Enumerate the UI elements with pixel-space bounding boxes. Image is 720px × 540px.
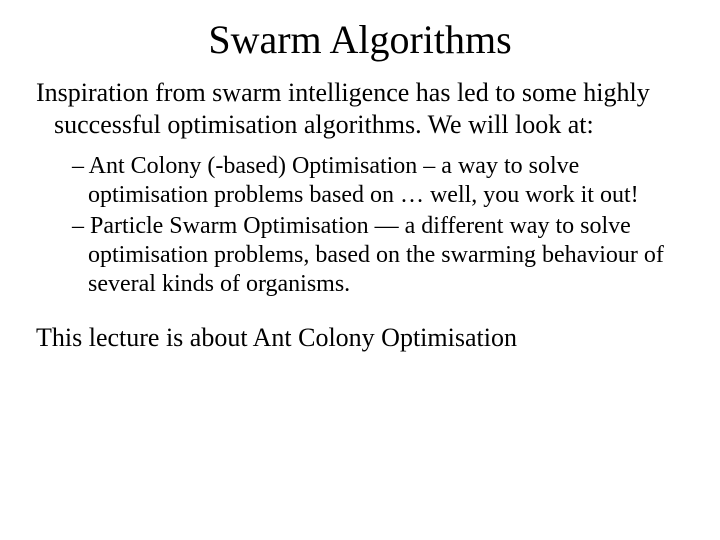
intro-text: Inspiration from swarm intelligence has … [36,77,684,140]
closing-paragraph: This lecture is about Ant Colony Optimis… [36,322,684,353]
bullet-item: – Particle Swarm Optimisation — a differ… [88,212,684,298]
intro-paragraph: Inspiration from swarm intelligence has … [36,77,684,140]
bullet-list: – Ant Colony (-based) Optimisation – a w… [36,152,684,298]
slide: Swarm Algorithms Inspiration from swarm … [0,0,720,540]
slide-title: Swarm Algorithms [36,16,684,63]
bullet-item: – Ant Colony (-based) Optimisation – a w… [88,152,684,210]
